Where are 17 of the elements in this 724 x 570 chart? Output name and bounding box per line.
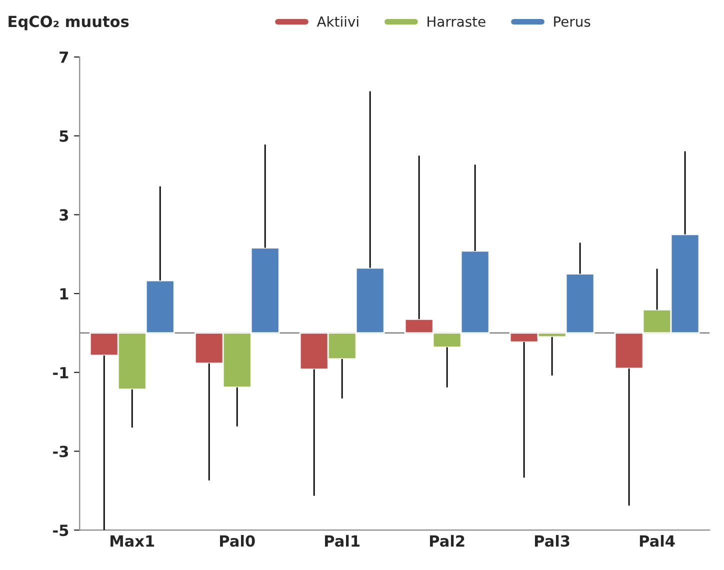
x-tick-label: Max1 <box>110 535 154 547</box>
y-tick-label: 3 <box>60 209 68 221</box>
y-tick-label: -1 <box>53 367 68 378</box>
x-tick-label: Pal3 <box>534 534 570 547</box>
y-tick-label: -3 <box>53 446 68 458</box>
legend-label: Aktiivi <box>316 16 358 27</box>
x-tick-label: Pal2 <box>430 534 464 547</box>
legend-label: Harraste <box>428 16 486 27</box>
legend-label: Perus <box>554 16 590 27</box>
y-axis-title: EqCO₂ muutos <box>8 16 129 30</box>
y-tick-label: 5 <box>60 130 68 142</box>
x-tick-label: Pal4 <box>640 534 675 547</box>
y-tick-label: 7 <box>60 52 68 63</box>
y-tick-label: 1 <box>60 288 68 300</box>
x-tick-label: Pal0 <box>220 534 255 547</box>
y-tick-label: -5 <box>53 524 68 536</box>
x-tick-label: Pal1 <box>325 534 360 547</box>
